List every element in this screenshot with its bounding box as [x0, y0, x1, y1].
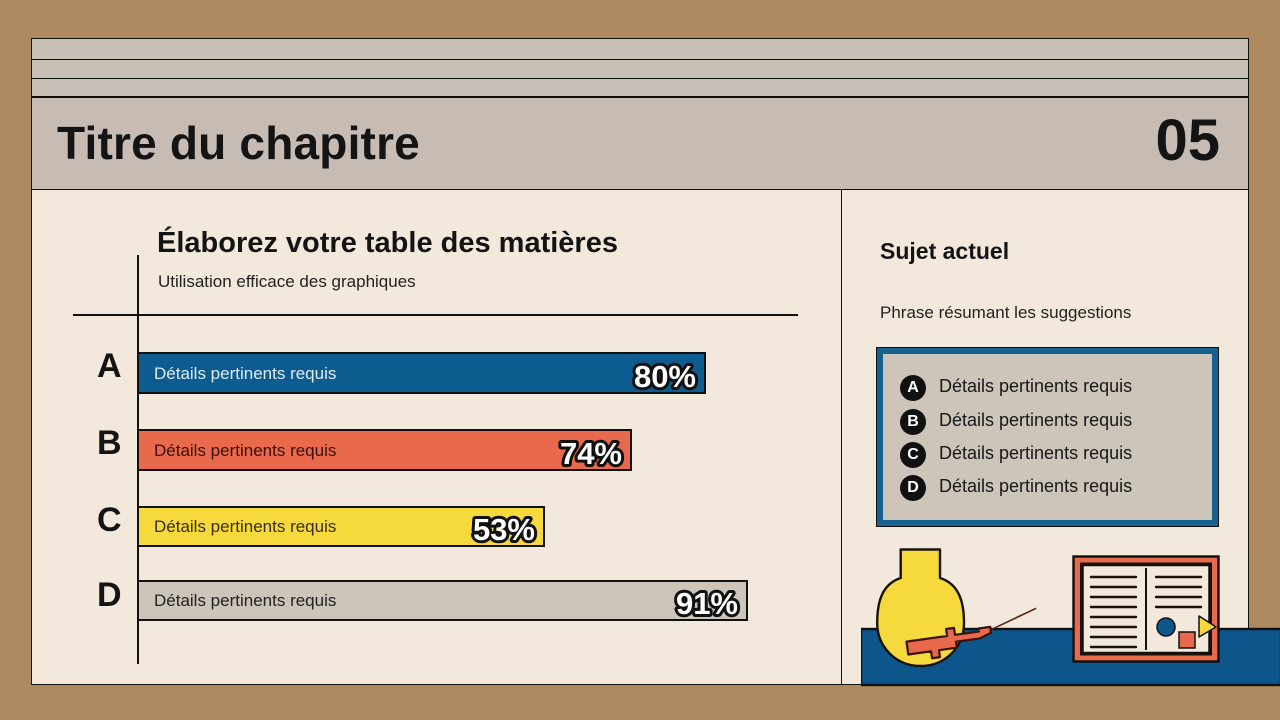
svg-text:80%: 80%	[634, 359, 696, 394]
svg-text:91%: 91%	[676, 586, 738, 621]
svg-text:53%: 53%	[473, 512, 535, 547]
svg-text:74%: 74%	[560, 436, 622, 471]
